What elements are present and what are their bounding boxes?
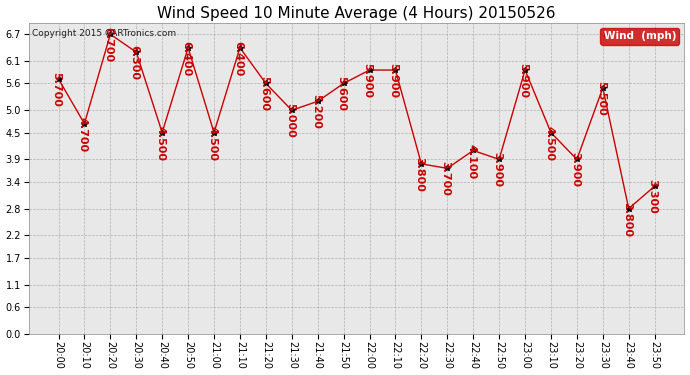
Text: 5.000: 5.000 xyxy=(285,103,295,138)
Text: 3.800: 3.800 xyxy=(415,157,424,192)
Text: 3.900: 3.900 xyxy=(570,153,580,188)
Text: 5.900: 5.900 xyxy=(388,63,399,98)
Text: 5.700: 5.700 xyxy=(52,72,61,107)
Text: 3.900: 3.900 xyxy=(492,153,502,188)
Legend: Wind  (mph): Wind (mph) xyxy=(600,28,679,45)
Text: 5.200: 5.200 xyxy=(310,94,321,129)
Text: 6.300: 6.300 xyxy=(129,45,139,80)
Text: 3.300: 3.300 xyxy=(648,179,658,214)
Text: 5.900: 5.900 xyxy=(362,63,373,98)
Text: 5.900: 5.900 xyxy=(518,63,528,98)
Text: 5.600: 5.600 xyxy=(259,76,269,111)
Text: 6.700: 6.700 xyxy=(104,27,113,63)
Text: 4.500: 4.500 xyxy=(544,126,554,160)
Text: 4.500: 4.500 xyxy=(207,126,217,160)
Text: 6.400: 6.400 xyxy=(233,41,243,76)
Text: 6.400: 6.400 xyxy=(181,41,191,76)
Text: 5.500: 5.500 xyxy=(596,81,606,116)
Text: Copyright 2015 CARTronics.com: Copyright 2015 CARTronics.com xyxy=(32,29,176,38)
Title: Wind Speed 10 Minute Average (4 Hours) 20150526: Wind Speed 10 Minute Average (4 Hours) 2… xyxy=(157,6,556,21)
Text: 5.600: 5.600 xyxy=(337,76,346,111)
Text: 4.700: 4.700 xyxy=(77,117,88,152)
Text: 3.700: 3.700 xyxy=(440,161,451,196)
Text: 2.800: 2.800 xyxy=(622,202,632,237)
Text: 4.100: 4.100 xyxy=(466,144,476,178)
Text: 4.500: 4.500 xyxy=(155,126,165,160)
